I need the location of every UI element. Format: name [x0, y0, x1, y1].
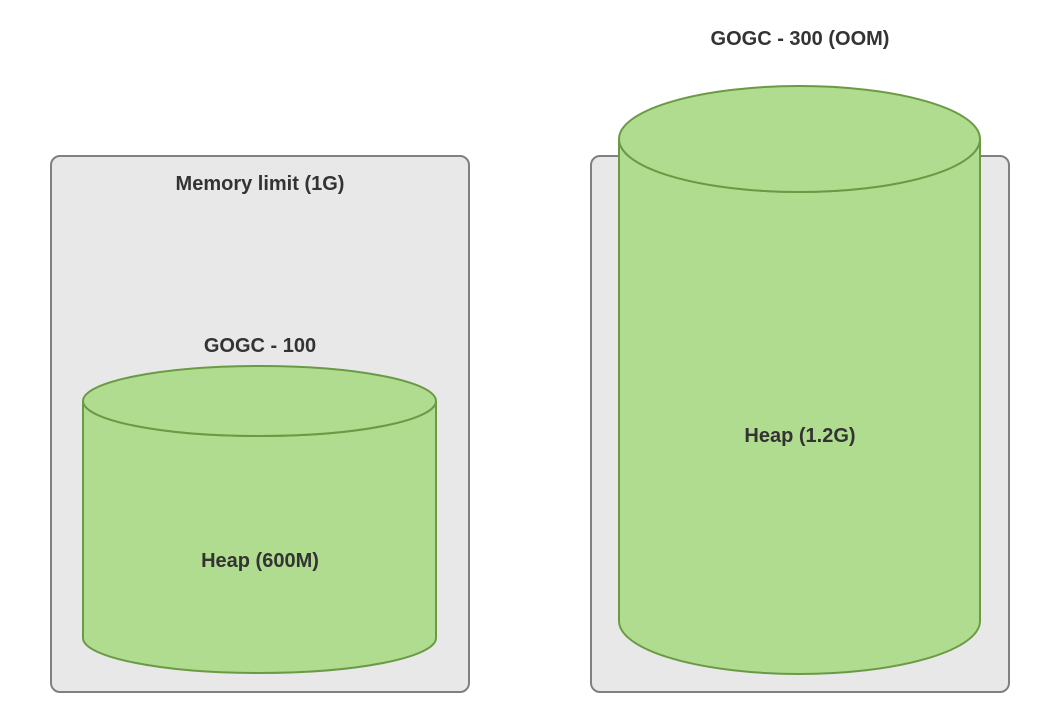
- heap-cylinder-right: [618, 85, 981, 675]
- memory-limit-label: Memory limit (1G): [176, 173, 345, 196]
- heap-1.2g-label: Heap (1.2G): [744, 425, 855, 448]
- heap-cylinder-left: [82, 365, 437, 674]
- diagram-canvas: { "colors": { "box_fill": "#e8e8e8", "bo…: [0, 0, 1058, 728]
- gogc-100-label: GOGC - 100: [204, 335, 316, 358]
- gogc-300-oom-label: GOGC - 300 (OOM): [711, 28, 890, 51]
- heap-600m-label: Heap (600M): [201, 550, 319, 573]
